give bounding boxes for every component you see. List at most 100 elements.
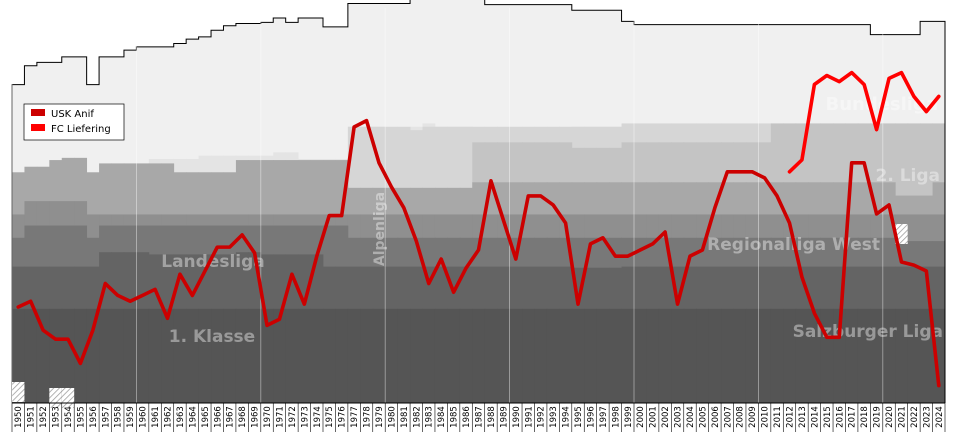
tier-band-8-season-1973 bbox=[298, 308, 311, 403]
x-tick-label-1995: 1995 bbox=[574, 406, 584, 428]
tier-band-8-season-1969 bbox=[248, 308, 262, 403]
x-tick-label-1953: 1953 bbox=[52, 406, 62, 428]
x-tick-label-2000: 2000 bbox=[636, 406, 646, 428]
x-tick-label-1954: 1954 bbox=[64, 406, 74, 428]
tier-band-8-season-1981 bbox=[397, 308, 411, 403]
legend-label-fc-liefering: FC Liefering bbox=[51, 124, 111, 135]
tier-band-8-season-1962 bbox=[161, 308, 175, 403]
tier-band-8-season-1996 bbox=[584, 308, 598, 403]
hatch-mark-0 bbox=[12, 382, 25, 402]
tier-band-8-season-1975 bbox=[323, 308, 336, 403]
tier-band-8-season-1971 bbox=[273, 308, 287, 403]
x-tick-label-2019: 2019 bbox=[873, 406, 883, 428]
tier-band-8-season-1982 bbox=[410, 308, 423, 403]
tier-band-8-season-1965 bbox=[198, 308, 212, 403]
x-tick-label-1968: 1968 bbox=[238, 406, 248, 428]
x-tick-label-1993: 1993 bbox=[549, 406, 559, 428]
tier-band-8-season-1950 bbox=[12, 308, 25, 403]
legend: USK Anif FC Liefering bbox=[23, 103, 125, 141]
tier-band-8-season-1986 bbox=[459, 308, 473, 403]
tier-band-8-season-1976 bbox=[335, 308, 349, 403]
tier-band-8-season-1983 bbox=[422, 308, 436, 403]
league-label-landesliga: Landesliga bbox=[161, 252, 265, 272]
tier-band-8-season-2009 bbox=[745, 308, 759, 403]
x-tick-label-1964: 1964 bbox=[188, 406, 198, 428]
x-tick-label-1975: 1975 bbox=[325, 406, 335, 428]
x-tick-label-1969: 1969 bbox=[251, 406, 261, 428]
league-tier-bands bbox=[11, 0, 946, 404]
x-tick-label-1985: 1985 bbox=[450, 406, 460, 428]
x-tick-label-2004: 2004 bbox=[686, 406, 696, 428]
tier-band-8-season-1998 bbox=[609, 308, 622, 403]
tier-band-8-season-1958 bbox=[111, 308, 125, 403]
x-tick-label-2002: 2002 bbox=[661, 406, 671, 428]
x-tick-label-2012: 2012 bbox=[786, 406, 796, 428]
x-tick-label-2014: 2014 bbox=[810, 406, 820, 428]
tier-band-8-season-1955 bbox=[74, 308, 88, 403]
x-tick-label-2007: 2007 bbox=[723, 406, 733, 428]
tier-band-8-season-2011 bbox=[770, 308, 784, 403]
x-tick-label-1992: 1992 bbox=[537, 406, 547, 428]
x-tick-label-1958: 1958 bbox=[114, 406, 124, 428]
x-tick-label-2008: 2008 bbox=[736, 406, 746, 428]
vertical-gridlines bbox=[11, 8, 884, 403]
tier-band-8-season-1961 bbox=[148, 308, 162, 403]
tier-band-8-season-2020 bbox=[882, 308, 896, 403]
x-tick-label-1965: 1965 bbox=[201, 406, 211, 428]
x-tick-label-1997: 1997 bbox=[599, 406, 609, 428]
x-tick-label-2021: 2021 bbox=[897, 406, 907, 428]
league-label-2-liga: 2. Liga bbox=[875, 166, 940, 186]
tier-band-8-season-1999 bbox=[621, 308, 635, 403]
x-tick-label-2006: 2006 bbox=[711, 406, 721, 428]
tier-band-8-season-1987 bbox=[472, 308, 486, 403]
tier-band-8-season-2021 bbox=[895, 308, 909, 403]
tier-band-8-season-2014 bbox=[808, 308, 821, 403]
x-tick-label-1960: 1960 bbox=[139, 406, 149, 428]
x-tick-label-1966: 1966 bbox=[213, 406, 223, 428]
tier-band-8-season-1960 bbox=[136, 308, 150, 403]
legend-swatch-usk-anif bbox=[31, 109, 45, 116]
x-tick-label-1974: 1974 bbox=[313, 406, 323, 428]
x-tick-label-1959: 1959 bbox=[126, 406, 136, 428]
legend-swatch-fc-liefering bbox=[31, 124, 45, 131]
tier-band-8-season-2018 bbox=[857, 308, 871, 403]
tier-band-8-season-1994 bbox=[559, 308, 573, 403]
tier-band-8-season-1972 bbox=[285, 308, 299, 403]
tier-band-8-season-2019 bbox=[870, 308, 884, 403]
tier-band-8-season-1963 bbox=[173, 308, 187, 403]
tier-band-8-season-2003 bbox=[671, 308, 685, 403]
x-tick-label-2009: 2009 bbox=[748, 406, 758, 428]
x-tick-label-1973: 1973 bbox=[300, 406, 310, 428]
x-tick-label-1984: 1984 bbox=[437, 406, 447, 428]
tier-band-8-season-1966 bbox=[211, 308, 224, 403]
x-tick-label-2001: 2001 bbox=[649, 406, 659, 428]
tier-band-8-season-2012 bbox=[783, 308, 797, 403]
tier-band-8-season-1959 bbox=[123, 308, 137, 403]
x-tick-label-1950: 1950 bbox=[14, 406, 24, 428]
tier-band-8-season-2001 bbox=[646, 308, 660, 403]
tier-band-8-season-1951 bbox=[24, 308, 38, 403]
league-label-salzburger-liga: Salzburger Liga bbox=[793, 322, 943, 342]
tier-band-8-season-1964 bbox=[186, 308, 199, 403]
x-tick-label-1957: 1957 bbox=[101, 406, 111, 428]
x-tick-label-1996: 1996 bbox=[586, 406, 596, 428]
tier-band-8-season-2022 bbox=[907, 308, 921, 403]
x-tick-label-1971: 1971 bbox=[275, 406, 285, 428]
x-tick-label-1977: 1977 bbox=[350, 406, 360, 428]
tier-band-8-season-1956 bbox=[86, 308, 100, 403]
tier-band-8-season-2016 bbox=[833, 308, 846, 403]
x-tick-label-1981: 1981 bbox=[400, 406, 410, 428]
league-label-alpenliga: Alpenliga bbox=[372, 192, 388, 266]
x-tick-label-1999: 1999 bbox=[624, 406, 634, 428]
x-tick-label-1998: 1998 bbox=[611, 406, 621, 428]
tier-band-8-season-2017 bbox=[845, 308, 859, 403]
x-tick-label-2005: 2005 bbox=[698, 406, 708, 428]
tier-band-8-season-1997 bbox=[596, 308, 610, 403]
tier-band-8-season-2005 bbox=[696, 308, 710, 403]
tier-band-8-season-2006 bbox=[708, 308, 722, 403]
x-tick-label-2010: 2010 bbox=[761, 406, 771, 428]
tier-band-8-season-1967 bbox=[223, 308, 237, 403]
x-tick-label-2024: 2024 bbox=[935, 406, 945, 428]
series-lines bbox=[16, 70, 941, 388]
